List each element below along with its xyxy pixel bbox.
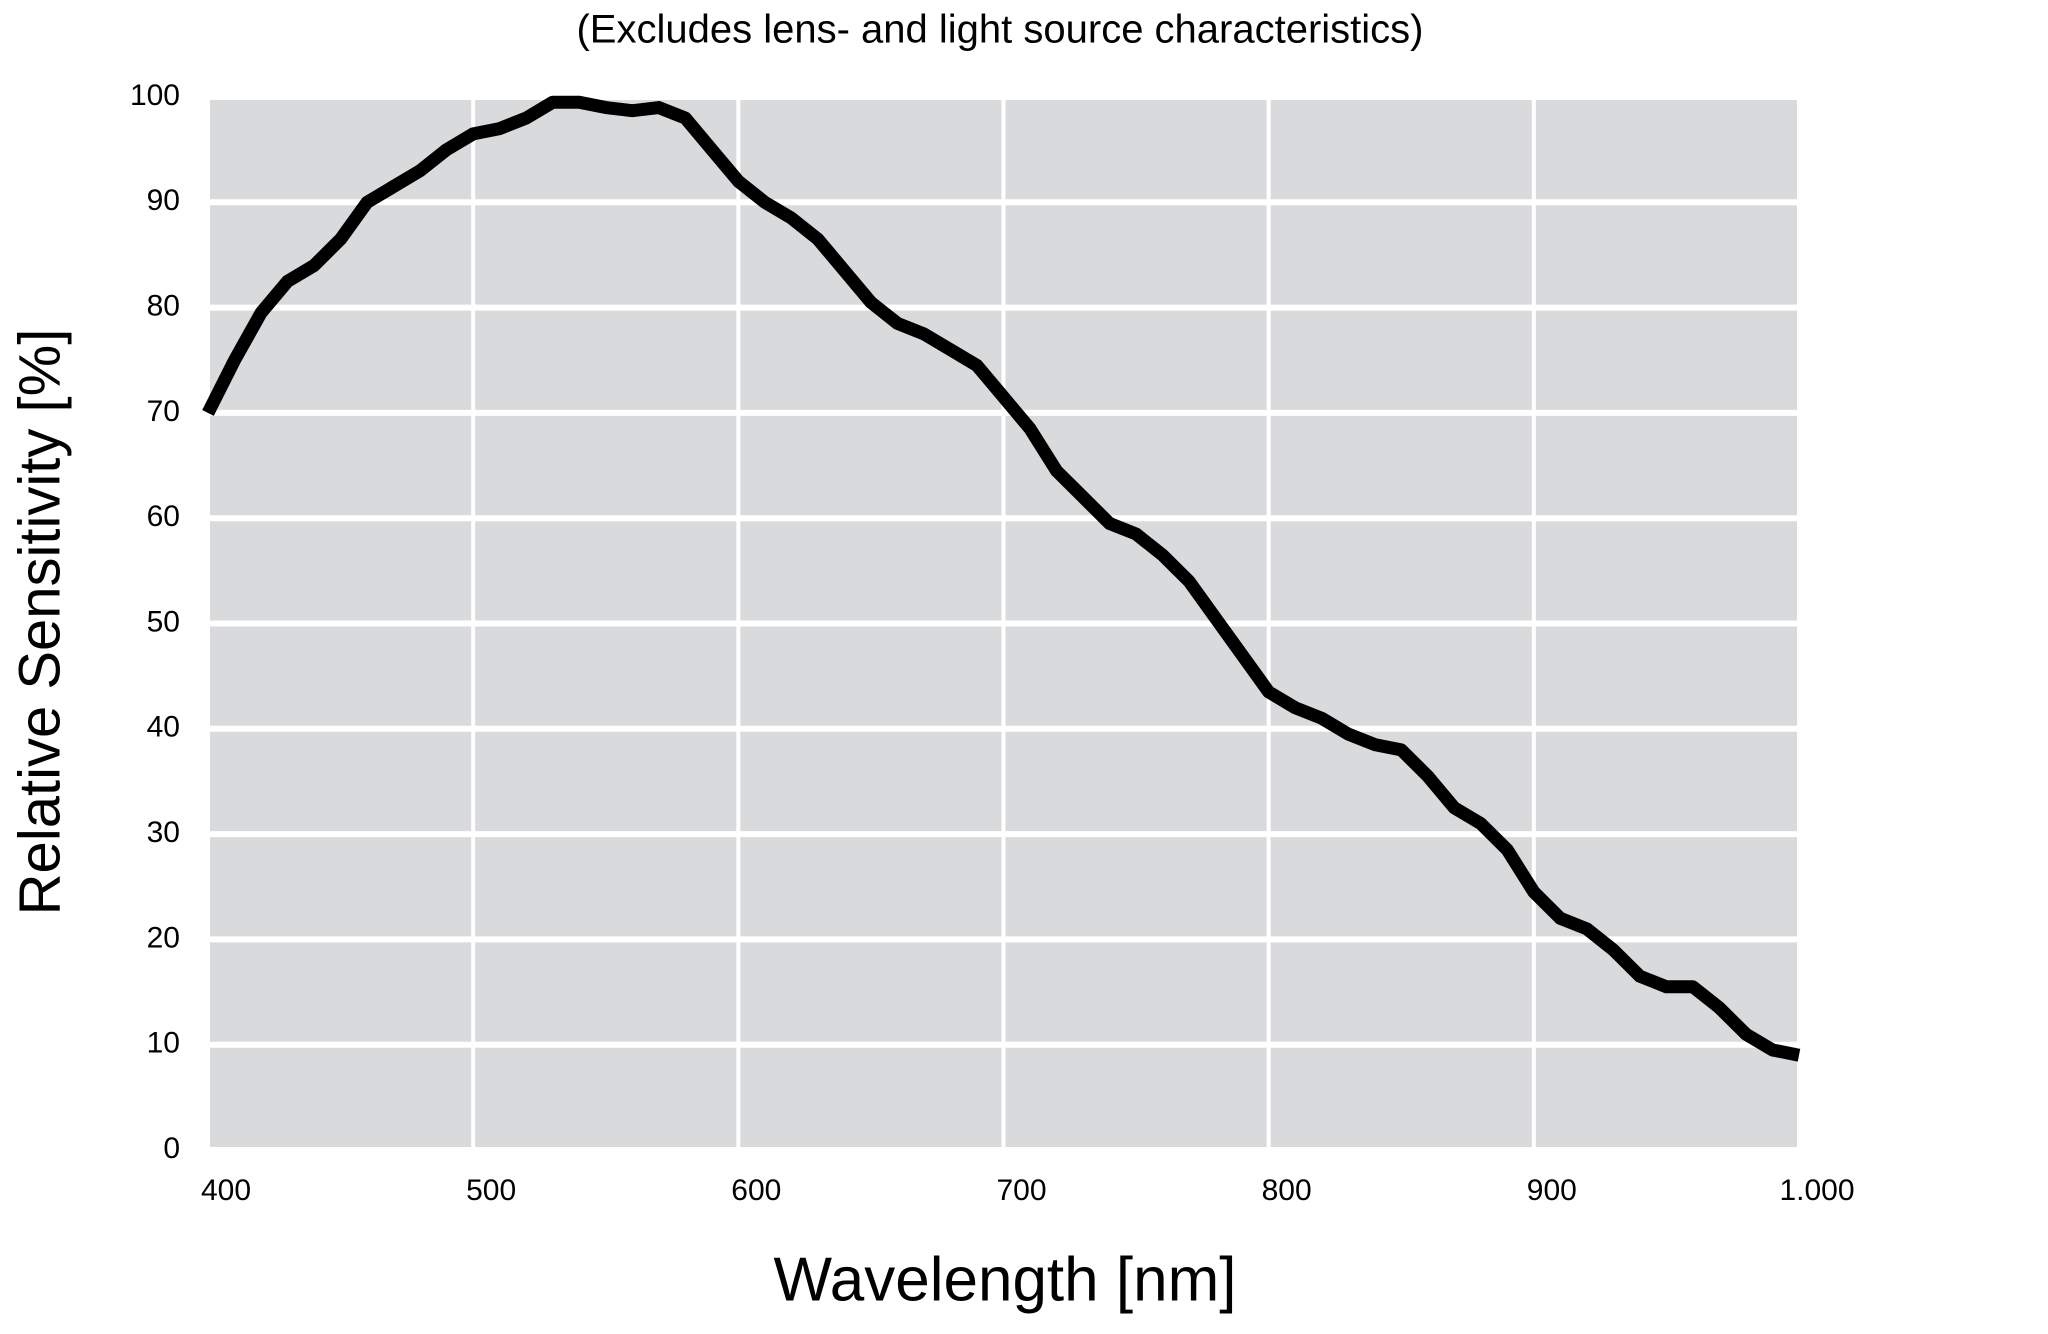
chart-title: (Excludes lens- and light source charact… xyxy=(576,8,1423,52)
line-series xyxy=(202,95,1801,1062)
y-tick-label: 100 xyxy=(130,79,180,112)
y-tick-label: 30 xyxy=(147,816,180,849)
y-tick-label: 70 xyxy=(147,395,180,428)
y-tick-label: 90 xyxy=(147,184,180,217)
x-tick-label: 700 xyxy=(996,1174,1046,1207)
y-axis-label: Relative Sensitivity [%] xyxy=(7,329,72,916)
x-tick-label: 400 xyxy=(201,1174,251,1207)
x-tick-label: 600 xyxy=(731,1174,781,1207)
y-tick-label: 0 xyxy=(163,1132,180,1165)
y-tick-label: 80 xyxy=(147,290,180,323)
x-tick-label: 800 xyxy=(1262,1174,1312,1207)
y-tick-label: 20 xyxy=(147,921,180,954)
x-tick-label: 900 xyxy=(1527,1174,1577,1207)
y-tick-label: 60 xyxy=(147,500,180,533)
y-tick-label: 10 xyxy=(147,1027,180,1060)
x-tick-label: 1.000 xyxy=(1779,1174,1854,1207)
x-axis-label: Wavelength [nm] xyxy=(774,1245,1237,1314)
y-tick-label: 40 xyxy=(147,711,180,744)
y-tick-label: 50 xyxy=(147,605,180,638)
x-tick-label: 500 xyxy=(466,1174,516,1207)
